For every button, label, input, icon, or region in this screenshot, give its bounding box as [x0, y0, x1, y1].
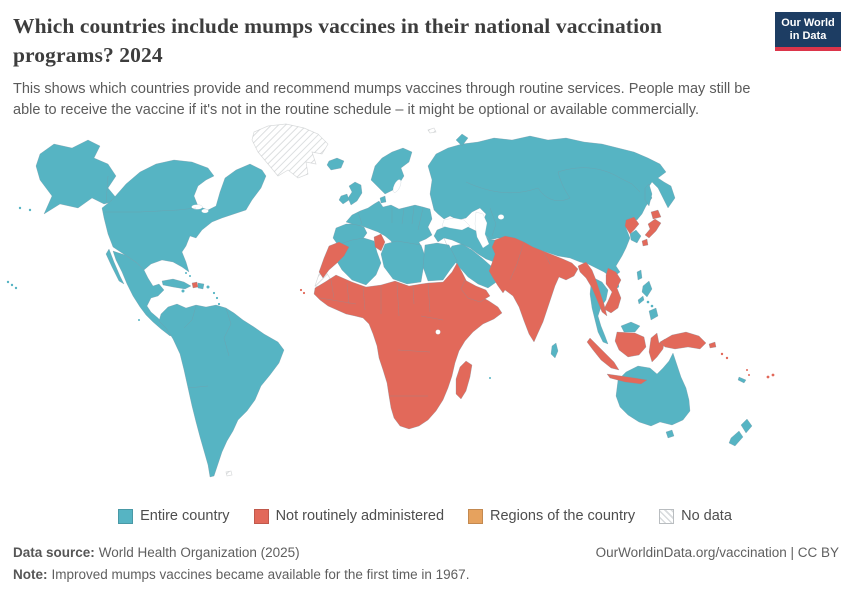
region-java[interactable] — [606, 373, 648, 385]
license-link[interactable]: OurWorldinData.org/vaccination | CC BY — [595, 545, 839, 560]
region-north-korea[interactable] — [624, 216, 640, 235]
legend-item-no-data[interactable]: No data — [659, 508, 732, 524]
great-lakes-east — [201, 208, 209, 214]
legend-label: No data — [681, 508, 732, 524]
entire-country-swatch — [118, 508, 134, 524]
not-routine-swatch — [253, 508, 269, 524]
region-new-britain[interactable] — [708, 341, 717, 349]
chart-header: Which countries include mumps vaccines i… — [13, 12, 773, 121]
data-source-value: World Health Organization (2025) — [98, 545, 300, 560]
region-sub-saharan-africa[interactable] — [313, 262, 503, 430]
caspian-sea — [474, 211, 490, 249]
region-tunisia[interactable] — [373, 233, 386, 252]
data-source-label: Data source: — [13, 545, 95, 560]
black-sea — [441, 217, 471, 231]
chart-title: Which countries include mumps vaccines i… — [13, 14, 663, 68]
note-line: Note: Improved mumps vaccines became avai… — [13, 567, 839, 582]
owid-logo-accent-bar — [775, 47, 841, 51]
baltic-sea — [392, 179, 402, 193]
no-data-swatch — [659, 508, 675, 524]
region-philippines-mindanao[interactable] — [648, 307, 659, 321]
region-australia[interactable] — [615, 352, 691, 427]
region-sri-lanka[interactable] — [550, 342, 559, 359]
legend-label: Regions of the country — [490, 508, 636, 524]
region-south-asia[interactable] — [488, 235, 579, 343]
region-canada-usa[interactable] — [101, 159, 267, 273]
entire-country-regions — [6, 133, 753, 478]
region-papua-new-guinea[interactable] — [659, 331, 707, 350]
region-svalbard[interactable] — [427, 127, 437, 134]
chart-subtitle: This shows which countries provide and r… — [13, 81, 751, 119]
region-malaysia-borneo[interactable] — [620, 321, 641, 333]
region-ireland[interactable] — [338, 193, 350, 205]
region-japan-honshu[interactable] — [644, 218, 662, 239]
data-source-line: Data source: World Health Organization (2… — [13, 545, 300, 560]
not-routine-regions — [191, 209, 775, 430]
region-new-zealand-south[interactable] — [728, 430, 744, 447]
region-laos-vietnam-cambodia[interactable] — [603, 267, 622, 314]
region-cuba[interactable] — [161, 278, 192, 290]
region-sulawesi[interactable] — [648, 332, 666, 363]
owid-logo: Our World in Data — [775, 12, 841, 51]
world-map-svg — [6, 123, 775, 478]
aral-sea — [497, 214, 505, 220]
region-taiwan[interactable] — [636, 269, 643, 281]
note-label: Note: — [13, 567, 48, 582]
legend-label: Not routinely administered — [275, 508, 445, 524]
region-dominican-republic[interactable] — [197, 282, 205, 290]
legend-item-regions-of-country[interactable]: Regions of the country — [468, 508, 635, 524]
lake-victoria — [435, 329, 441, 335]
regions-of-country-swatch — [468, 508, 484, 524]
region-morocco[interactable] — [318, 241, 350, 279]
region-yemen[interactable] — [460, 279, 491, 303]
region-novaya-zemlya[interactable] — [455, 133, 469, 147]
region-new-caledonia[interactable] — [737, 376, 747, 384]
region-scandinavia[interactable] — [370, 147, 413, 195]
region-myanmar[interactable] — [577, 261, 608, 317]
legend-item-entire-country[interactable]: Entire country — [118, 508, 230, 524]
region-south-korea[interactable] — [629, 229, 642, 244]
region-libya[interactable] — [380, 240, 426, 285]
region-iceland[interactable] — [326, 157, 345, 171]
region-madagascar[interactable] — [455, 360, 473, 400]
chart-footer: Data source: World Health Organization (2… — [13, 545, 839, 582]
region-falkland-islands[interactable] — [225, 470, 233, 477]
region-tasmania[interactable] — [665, 429, 675, 439]
region-kalimantan[interactable] — [614, 331, 647, 358]
country-borders — [105, 167, 641, 397]
region-japan-hokkaido[interactable] — [650, 209, 662, 220]
region-philippines-luzon[interactable] — [641, 280, 653, 298]
region-palawan[interactable] — [637, 295, 645, 305]
world-map — [0, 120, 850, 505]
owid-logo-box: Our World in Data — [775, 12, 841, 47]
legend-item-not-routinely-administered[interactable]: Not routinely administered — [253, 508, 445, 524]
great-lakes-west — [191, 204, 203, 210]
region-alaska[interactable] — [35, 139, 119, 215]
owid-logo-line2: in Data — [789, 30, 827, 42]
region-baja-california[interactable] — [105, 248, 125, 285]
region-greenland[interactable] — [251, 123, 329, 179]
region-sakhalin[interactable] — [644, 183, 653, 207]
map-legend: Entire country Not routinely administere… — [0, 508, 850, 524]
region-haiti[interactable] — [191, 281, 199, 289]
legend-label: Entire country — [140, 508, 230, 524]
region-united-kingdom[interactable] — [347, 181, 363, 206]
region-japan-kyushu[interactable] — [641, 238, 649, 247]
lakes — [191, 179, 505, 335]
region-sumatra[interactable] — [586, 337, 620, 371]
region-south-america[interactable] — [158, 303, 285, 478]
region-new-zealand-north[interactable] — [740, 418, 753, 434]
small-red-islands[interactable] — [299, 288, 775, 379]
region-denmark[interactable] — [379, 195, 387, 204]
owid-logo-line1: Our World — [781, 17, 835, 29]
region-egypt[interactable] — [422, 242, 458, 282]
note-value: Improved mumps vaccines became available… — [51, 567, 470, 582]
